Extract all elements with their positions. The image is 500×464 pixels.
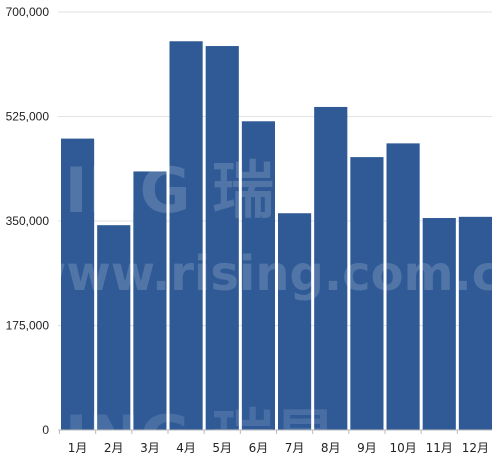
watermark-line-3: SING 瑞星 [20, 402, 336, 464]
bar [205, 46, 239, 431]
bar [422, 218, 456, 430]
bar [386, 143, 420, 430]
watermark-line-1: SING 瑞 [20, 154, 274, 227]
watermark: SING 瑞 www.rising.com.c SING 瑞星 [20, 154, 500, 464]
x-tick-label: 9月 [357, 441, 377, 455]
x-tick-label: 1月 [68, 441, 88, 455]
y-tick-label: 350,000 [6, 214, 50, 228]
x-tick-label: 3月 [140, 441, 160, 455]
bar [241, 121, 275, 430]
x-tick-label: 8月 [321, 441, 341, 455]
x-tick-label: 7月 [285, 441, 305, 455]
y-tick-label: 700,000 [6, 5, 50, 19]
bar [61, 138, 95, 430]
x-tick-label: 6月 [249, 441, 269, 455]
bar [350, 157, 384, 430]
bar [278, 213, 312, 430]
y-axis-tick-labels: 0 175,000 350,000 525,000 700,000 [6, 5, 50, 437]
x-tick-label: 11月 [426, 441, 453, 455]
x-tick-label: 5月 [212, 441, 232, 455]
bar [169, 41, 203, 430]
y-tick-label: 0 [42, 423, 49, 437]
x-tick-label: 12月 [462, 441, 489, 455]
x-tick-label: 2月 [104, 441, 124, 455]
bar [314, 106, 348, 431]
y-tick-label: 175,000 [6, 319, 50, 333]
x-tick-label: 10月 [389, 441, 416, 455]
watermark-line-2: www.rising.com.c [22, 246, 500, 302]
x-axis-tick-labels: 1月 2月 3月 4月 5月 6月 7月 8月 9月 10月 11月 12月 [59, 430, 489, 455]
y-tick-label: 525,000 [6, 110, 50, 124]
bar [133, 171, 167, 431]
bar [458, 216, 492, 430]
bar [97, 225, 131, 430]
bars [61, 41, 492, 431]
x-tick-label: 4月 [176, 441, 196, 455]
